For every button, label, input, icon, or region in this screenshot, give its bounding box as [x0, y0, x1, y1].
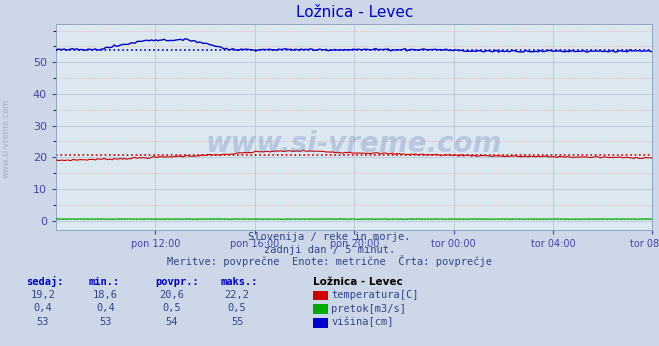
Text: 0,5: 0,5: [228, 303, 246, 313]
Text: pretok[m3/s]: pretok[m3/s]: [331, 304, 407, 314]
Text: 0,4: 0,4: [96, 303, 115, 313]
Text: višina[cm]: višina[cm]: [331, 317, 394, 328]
Text: 55: 55: [231, 317, 243, 327]
Text: 22,2: 22,2: [225, 290, 250, 300]
Text: min.:: min.:: [89, 277, 120, 288]
Text: 54: 54: [165, 317, 177, 327]
Text: Ložnica - Levec: Ložnica - Levec: [313, 277, 403, 288]
Text: maks.:: maks.:: [221, 277, 258, 288]
Title: Ložnica - Levec: Ložnica - Levec: [295, 5, 413, 20]
Text: Slovenija / reke in morje.: Slovenija / reke in morje.: [248, 233, 411, 243]
Text: povpr.:: povpr.:: [155, 277, 198, 288]
Text: 0,4: 0,4: [34, 303, 52, 313]
Text: www.si-vreme.com: www.si-vreme.com: [2, 99, 11, 178]
Text: 0,5: 0,5: [162, 303, 181, 313]
Text: 53: 53: [37, 317, 49, 327]
Text: temperatura[C]: temperatura[C]: [331, 290, 419, 300]
Text: 20,6: 20,6: [159, 290, 184, 300]
Text: sedaj:: sedaj:: [26, 276, 64, 288]
Text: 53: 53: [100, 317, 111, 327]
Text: 18,6: 18,6: [93, 290, 118, 300]
Text: www.si-vreme.com: www.si-vreme.com: [206, 130, 502, 158]
Text: zadnji dan / 5 minut.: zadnji dan / 5 minut.: [264, 245, 395, 255]
Text: 19,2: 19,2: [30, 290, 55, 300]
Text: Meritve: povprečne  Enote: metrične  Črta: povprečje: Meritve: povprečne Enote: metrične Črta:…: [167, 255, 492, 267]
